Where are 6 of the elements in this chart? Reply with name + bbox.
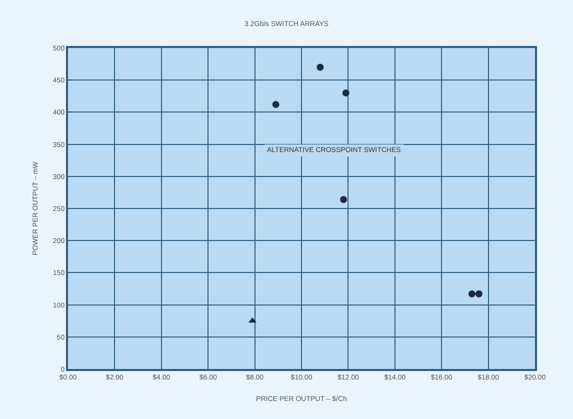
point: [342, 89, 350, 96]
point: [316, 64, 324, 71]
point: [468, 290, 476, 298]
point: [272, 101, 280, 108]
point: [475, 290, 482, 298]
point: [340, 196, 348, 204]
